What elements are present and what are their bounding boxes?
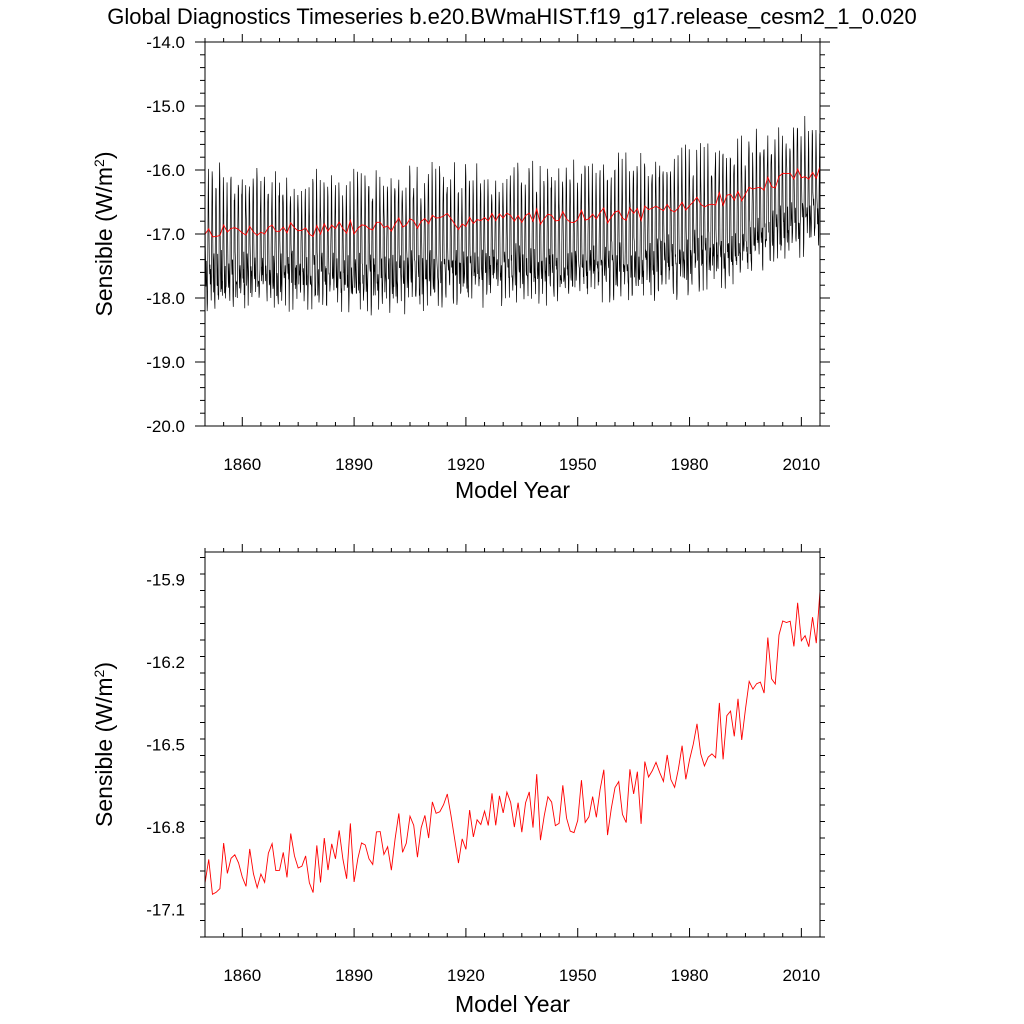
y-tick-label: -15.9 (146, 571, 185, 590)
y-axis-label-sup: 2 (91, 159, 107, 167)
y-tick-label: -19.0 (146, 353, 185, 372)
x-tick-label: 1860 (223, 966, 261, 985)
y-axis-label-close: ) (91, 151, 117, 159)
y-axis-label-close: ) (91, 662, 117, 670)
plot-area (205, 590, 820, 896)
x-tick-label: 1920 (447, 455, 485, 474)
plot-area (205, 116, 820, 316)
y-tick-label: -16.5 (146, 736, 185, 755)
y-axis-label-main: Sensible (W/m (91, 677, 117, 827)
x-axis: 1860 1890 1920 1950 1980 2010 Model Year (204, 544, 821, 1017)
x-axis-label: Model Year (455, 991, 570, 1017)
y-axis-label-main: Sensible (W/m (91, 167, 117, 317)
y-axis-label: Sensible (W/m2) (91, 151, 117, 316)
plot-frame (204, 551, 821, 938)
y-tick-label: -17.0 (146, 225, 185, 244)
x-tick-label: 1950 (559, 455, 597, 474)
x-tick-label: 2010 (782, 966, 820, 985)
y-tick-label: -14.0 (146, 33, 185, 52)
series-annual (205, 166, 820, 238)
x-tick-label: 1920 (447, 966, 485, 985)
x-axis-label: Model Year (455, 477, 570, 503)
y-tick-label: -16.2 (146, 653, 185, 672)
x-tick-label: 1890 (335, 966, 373, 985)
x-axis: 1860 1890 1920 1950 1980 2010 Model Year (204, 34, 821, 503)
figure-title: Global Diagnostics Timeseries b.e20.BWma… (107, 4, 917, 29)
x-tick-label: 1980 (671, 455, 709, 474)
y-tick-label: -18.0 (146, 289, 185, 308)
x-tick-label: 1980 (671, 966, 709, 985)
y-axis-label: Sensible (W/m2) (91, 662, 117, 827)
y-axis: -20.0 -19.0 -18.0 -17.0 -16.0 -15.0 -14.0 Sensi… (91, 33, 830, 436)
x-tick-label: 1890 (335, 455, 373, 474)
y-tick-label: -16.8 (146, 818, 185, 837)
series-annual (205, 590, 820, 896)
y-tick-label: -17.1 (146, 901, 185, 920)
series-monthly (205, 116, 820, 316)
x-tick-label: 2010 (782, 455, 820, 474)
x-tick-label: 1860 (223, 455, 261, 474)
x-tick-label: 1950 (559, 966, 597, 985)
y-axis-label-sup: 2 (91, 669, 107, 677)
y-tick-label: -15.0 (146, 97, 185, 116)
y-axis: -17.1 -16.8 -16.5 -16.2 -15.9 Sensible (W/m2) (91, 557, 825, 938)
y-tick-label: -16.0 (146, 161, 185, 180)
y-tick-label: -20.0 (146, 417, 185, 436)
